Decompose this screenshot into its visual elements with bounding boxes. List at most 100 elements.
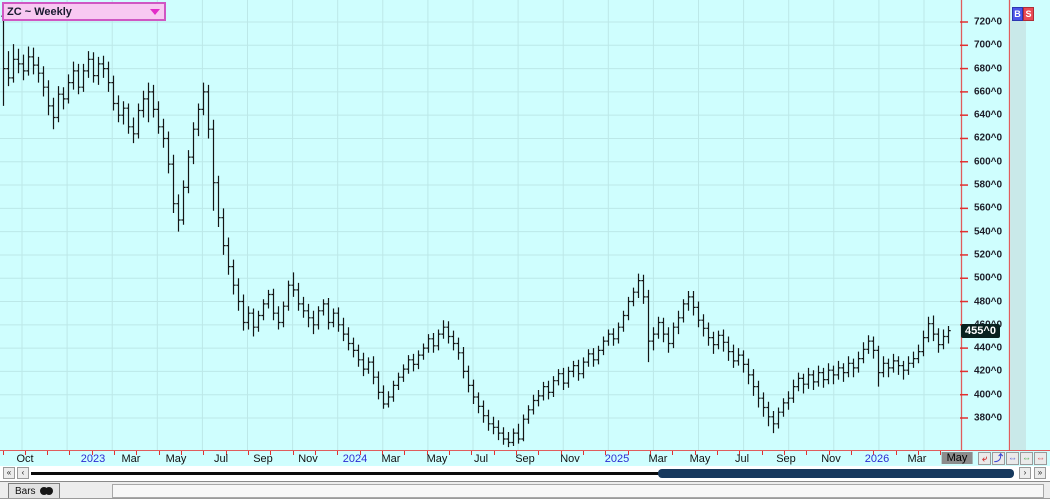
status-message-field: [112, 484, 1044, 498]
chevron-down-icon: [150, 8, 160, 15]
month-tick: [337, 451, 339, 455]
price-axis-label: 700^0: [974, 39, 1003, 51]
scroll-right-icon[interactable]: ›: [1019, 467, 1031, 479]
price-axis-label: 400^0: [974, 389, 1003, 401]
price-axis-label: 480^0: [974, 296, 1003, 308]
time-axis-month-label: Mar: [648, 453, 668, 465]
month-tick: [69, 451, 71, 455]
month-tick: [895, 451, 897, 455]
price-axis-label: 580^0: [974, 179, 1003, 191]
time-axis-year-label: 2025: [604, 453, 630, 465]
back-arrow-icon[interactable]: ⤶: [978, 452, 991, 465]
symbol-interval-dropdown[interactable]: ZC ~ Weekly: [2, 2, 166, 21]
month-tick: [449, 451, 451, 455]
time-axis-month-label: Jul: [734, 453, 750, 465]
month-tick: [270, 451, 272, 455]
sell-button[interactable]: S: [1023, 7, 1034, 21]
month-tick: [761, 451, 763, 455]
time-axis-year-label: 2024: [342, 453, 368, 465]
month-tick: [739, 451, 741, 455]
fit-bars-red-icon[interactable]: ⇔: [1034, 452, 1047, 465]
month-tick: [717, 451, 719, 455]
price-axis-label: 520^0: [974, 249, 1003, 261]
price-axis-label: 540^0: [974, 226, 1003, 238]
month-tick: [136, 451, 138, 455]
month-tick: [225, 451, 227, 455]
month-tick: [426, 451, 428, 455]
time-axis-month-label: May: [426, 453, 448, 465]
price-axis-label: 680^0: [974, 63, 1003, 75]
month-tick: [560, 451, 562, 455]
month-tick: [583, 451, 585, 455]
time-axis-month-label: Oct: [16, 453, 34, 465]
time-axis-month-label: Nov: [560, 453, 580, 465]
month-tick: [516, 451, 518, 455]
month-tick: [359, 451, 361, 455]
month-tick: [203, 451, 205, 455]
month-tick: [2, 451, 4, 455]
scrollbar-track[interactable]: [31, 472, 985, 475]
month-tick: [694, 451, 696, 455]
bars-tab-label: Bars: [15, 485, 36, 497]
time-axis-month-label: Sep: [515, 453, 535, 465]
price-axis-label: 600^0: [974, 156, 1003, 168]
scroll-end-icon[interactable]: »: [1034, 467, 1046, 479]
time-axis-month-label: May: [165, 453, 187, 465]
month-tick: [114, 451, 116, 455]
redo-arrow-icon[interactable]: ⤴: [992, 452, 1005, 465]
scroll-left-icon[interactable]: ‹: [17, 467, 29, 479]
buy-button[interactable]: B: [1012, 7, 1023, 21]
month-tick: [873, 451, 875, 455]
price-axis-label: 500^0: [974, 272, 1003, 284]
time-axis[interactable]: Oct 2023 Mar May Jul Sep Nov 2024 Mar May Jul Sep No…: [0, 450, 1050, 466]
month-tick: [940, 451, 942, 455]
month-tick: [784, 451, 786, 455]
price-axis-label: 620^0: [974, 132, 1003, 144]
time-axis-month-label: Jul: [213, 453, 229, 465]
month-tick: [806, 451, 808, 455]
price-axis-label: 440^0: [974, 342, 1003, 354]
month-tick: [471, 451, 473, 455]
trade-buttons: B S: [1012, 7, 1034, 21]
time-axis-month-label: Jul: [473, 453, 489, 465]
month-tick: [650, 451, 652, 455]
ohlc-chart-canvas[interactable]: [0, 0, 1050, 450]
month-tick: [47, 451, 49, 455]
month-tick: [918, 451, 920, 455]
month-tick: [627, 451, 629, 455]
fit-bars-blue-icon[interactable]: ⇔: [1006, 452, 1019, 465]
month-tick: [24, 451, 26, 455]
status-dot-icon: [44, 487, 53, 495]
month-tick: [851, 451, 853, 455]
month-tick: [404, 451, 406, 455]
chart-plot-area[interactable]: 720^0 700^0 680^0 660^0 640^0 620^0 600^0 580^0…: [0, 0, 1050, 450]
scroll-start-icon[interactable]: «: [3, 467, 15, 479]
month-tick: [672, 451, 674, 455]
price-axis-label: 380^0: [974, 412, 1003, 424]
time-axis-month-label: Nov: [298, 453, 318, 465]
time-axis-month-label: Mar: [907, 453, 927, 465]
price-axis-label: 560^0: [974, 202, 1003, 214]
bars-tab[interactable]: Bars: [8, 483, 60, 498]
time-axis-month-label: Mar: [381, 453, 401, 465]
chart-scrollbar: «‹ ›»: [0, 466, 1050, 481]
price-axis-label: 660^0: [974, 86, 1003, 98]
time-axis-year-label: 2026: [864, 453, 890, 465]
price-axis-label: 720^0: [974, 16, 1003, 28]
month-tick: [158, 451, 160, 455]
time-axis-month-label: Mar: [121, 453, 141, 465]
month-tick: [538, 451, 540, 455]
price-axis-label: 640^0: [974, 109, 1003, 121]
time-axis-month-label: Sep: [776, 453, 796, 465]
time-axis-month-label: May: [941, 452, 973, 464]
scrollbar-thumb[interactable]: [658, 469, 1014, 478]
month-tick: [181, 451, 183, 455]
month-tick: [828, 451, 830, 455]
month-tick: [493, 451, 495, 455]
time-axis-year-label: 2023: [80, 453, 106, 465]
month-tick: [605, 451, 607, 455]
status-bar: Bars: [0, 481, 1050, 498]
fit-bars-green-icon[interactable]: ⇔: [1020, 452, 1033, 465]
month-tick: [292, 451, 294, 455]
